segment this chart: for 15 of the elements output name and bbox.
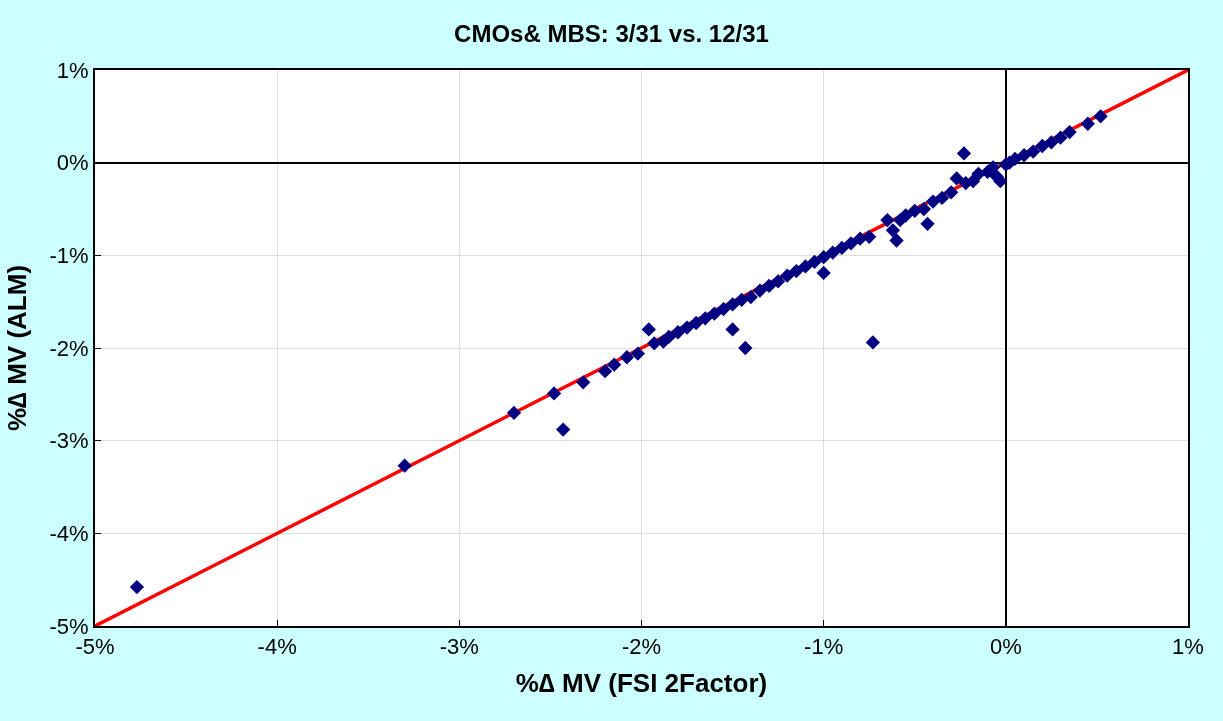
x-tick-label: -3% [439,634,479,660]
x-tick-label: -1% [804,634,844,660]
x-tick-label: 1% [1172,634,1204,660]
y-tick-label: -1% [49,243,89,269]
y-tick-label: -2% [49,335,89,361]
y-tick-label: -3% [49,428,89,454]
y-tick-label: -4% [49,521,89,547]
x-tick-label: -2% [621,634,662,660]
x-tick-label: 0% [989,634,1022,660]
y-axis-title: %∆ MV (ALM) [2,264,33,432]
x-tick-label: -4% [257,634,297,660]
y-tick-label: 1% [56,57,89,83]
chart-title: CMOs& MBS: 3/31 vs. 12/31 [454,20,769,48]
x-axis-title: %∆ MV (FSI 2Factor) [515,667,768,698]
y-tick-label: 0% [56,150,89,176]
